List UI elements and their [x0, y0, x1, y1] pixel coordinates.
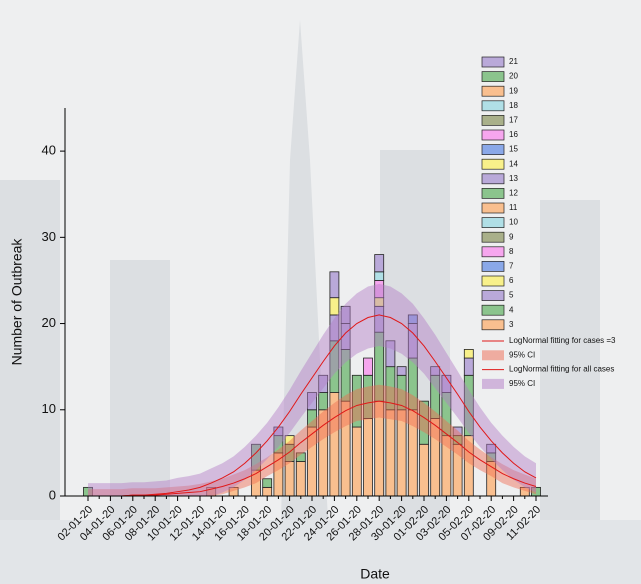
- legend-label: 20: [509, 72, 518, 81]
- legend-swatch: [482, 159, 504, 169]
- legend-label: 8: [509, 247, 514, 256]
- legend-swatch: [482, 101, 504, 111]
- bar-segment: [296, 462, 305, 496]
- bar-segment: [364, 418, 373, 496]
- legend-label: 14: [509, 159, 518, 168]
- legend-swatch: [482, 203, 504, 213]
- bar-segment: [397, 367, 406, 376]
- bar-segment: [263, 487, 272, 496]
- bar-segment: [285, 462, 294, 496]
- legend-swatch: [482, 261, 504, 271]
- y-tick-label: 10: [42, 401, 56, 416]
- y-axis-label: Number of Outbreak: [9, 238, 25, 366]
- legend-label: 13: [509, 174, 518, 183]
- legend-swatch: [482, 86, 504, 96]
- bar-segment: [375, 255, 384, 272]
- bar-segment: [263, 479, 272, 488]
- legend-swatch: [482, 72, 504, 82]
- legend-label: 9: [509, 232, 514, 241]
- legend-swatch: [482, 247, 504, 257]
- bar-segment: [464, 358, 473, 375]
- legend-label: 5: [509, 291, 514, 300]
- legend-label: 16: [509, 130, 518, 139]
- legend-swatch: [482, 379, 504, 389]
- bar-segment: [386, 410, 395, 496]
- bar-segment: [330, 298, 339, 315]
- legend-label: 95% CI: [509, 379, 535, 388]
- legend-swatch: [482, 305, 504, 315]
- legend-swatch: [482, 232, 504, 242]
- legend-label: 6: [509, 276, 514, 285]
- legend-label: LogNormal fitting for all cases: [509, 365, 614, 374]
- y-tick-label: 20: [42, 315, 56, 330]
- legend-swatch: [482, 276, 504, 286]
- legend-swatch: [482, 130, 504, 140]
- legend-swatch: [482, 350, 504, 360]
- legend-label: 7: [509, 262, 514, 271]
- legend-label: 21: [509, 57, 518, 66]
- bar-segment: [319, 393, 328, 410]
- bar-segment: [464, 349, 473, 358]
- y-tick-label: 40: [42, 143, 56, 158]
- y-tick-label: 0: [49, 487, 56, 502]
- legend-label: 18: [509, 101, 518, 110]
- legend-label: 10: [509, 218, 518, 227]
- bar-segment: [330, 272, 339, 298]
- x-axis-label: Date: [360, 566, 390, 582]
- legend-label: LogNormal fitting for cases =3: [509, 336, 616, 345]
- legend-swatch: [482, 57, 504, 67]
- legend-label: 11: [509, 203, 518, 212]
- bar-segment: [397, 410, 406, 496]
- legend-label: 19: [509, 86, 518, 95]
- legend-swatch: [482, 174, 504, 184]
- bar-segment: [352, 427, 361, 496]
- legend-swatch: [482, 291, 504, 301]
- bar-segment: [420, 444, 429, 496]
- legend-label: 12: [509, 189, 518, 198]
- legend-label: 17: [509, 116, 518, 125]
- legend-swatch: [482, 145, 504, 155]
- legend-label: 4: [509, 305, 514, 314]
- legend-label: 3: [509, 320, 514, 329]
- bar-segment: [364, 358, 373, 375]
- y-tick-label: 30: [42, 229, 56, 244]
- legend-label: 15: [509, 145, 518, 154]
- legend-swatch: [482, 320, 504, 330]
- legend-swatch: [482, 218, 504, 228]
- bar-segment: [375, 272, 384, 281]
- chart: Date Number of Outbreak 01020304002-01-2…: [0, 0, 641, 584]
- legend-swatch: [482, 188, 504, 198]
- legend-label: 95% CI: [509, 350, 535, 359]
- legend-swatch: [482, 115, 504, 125]
